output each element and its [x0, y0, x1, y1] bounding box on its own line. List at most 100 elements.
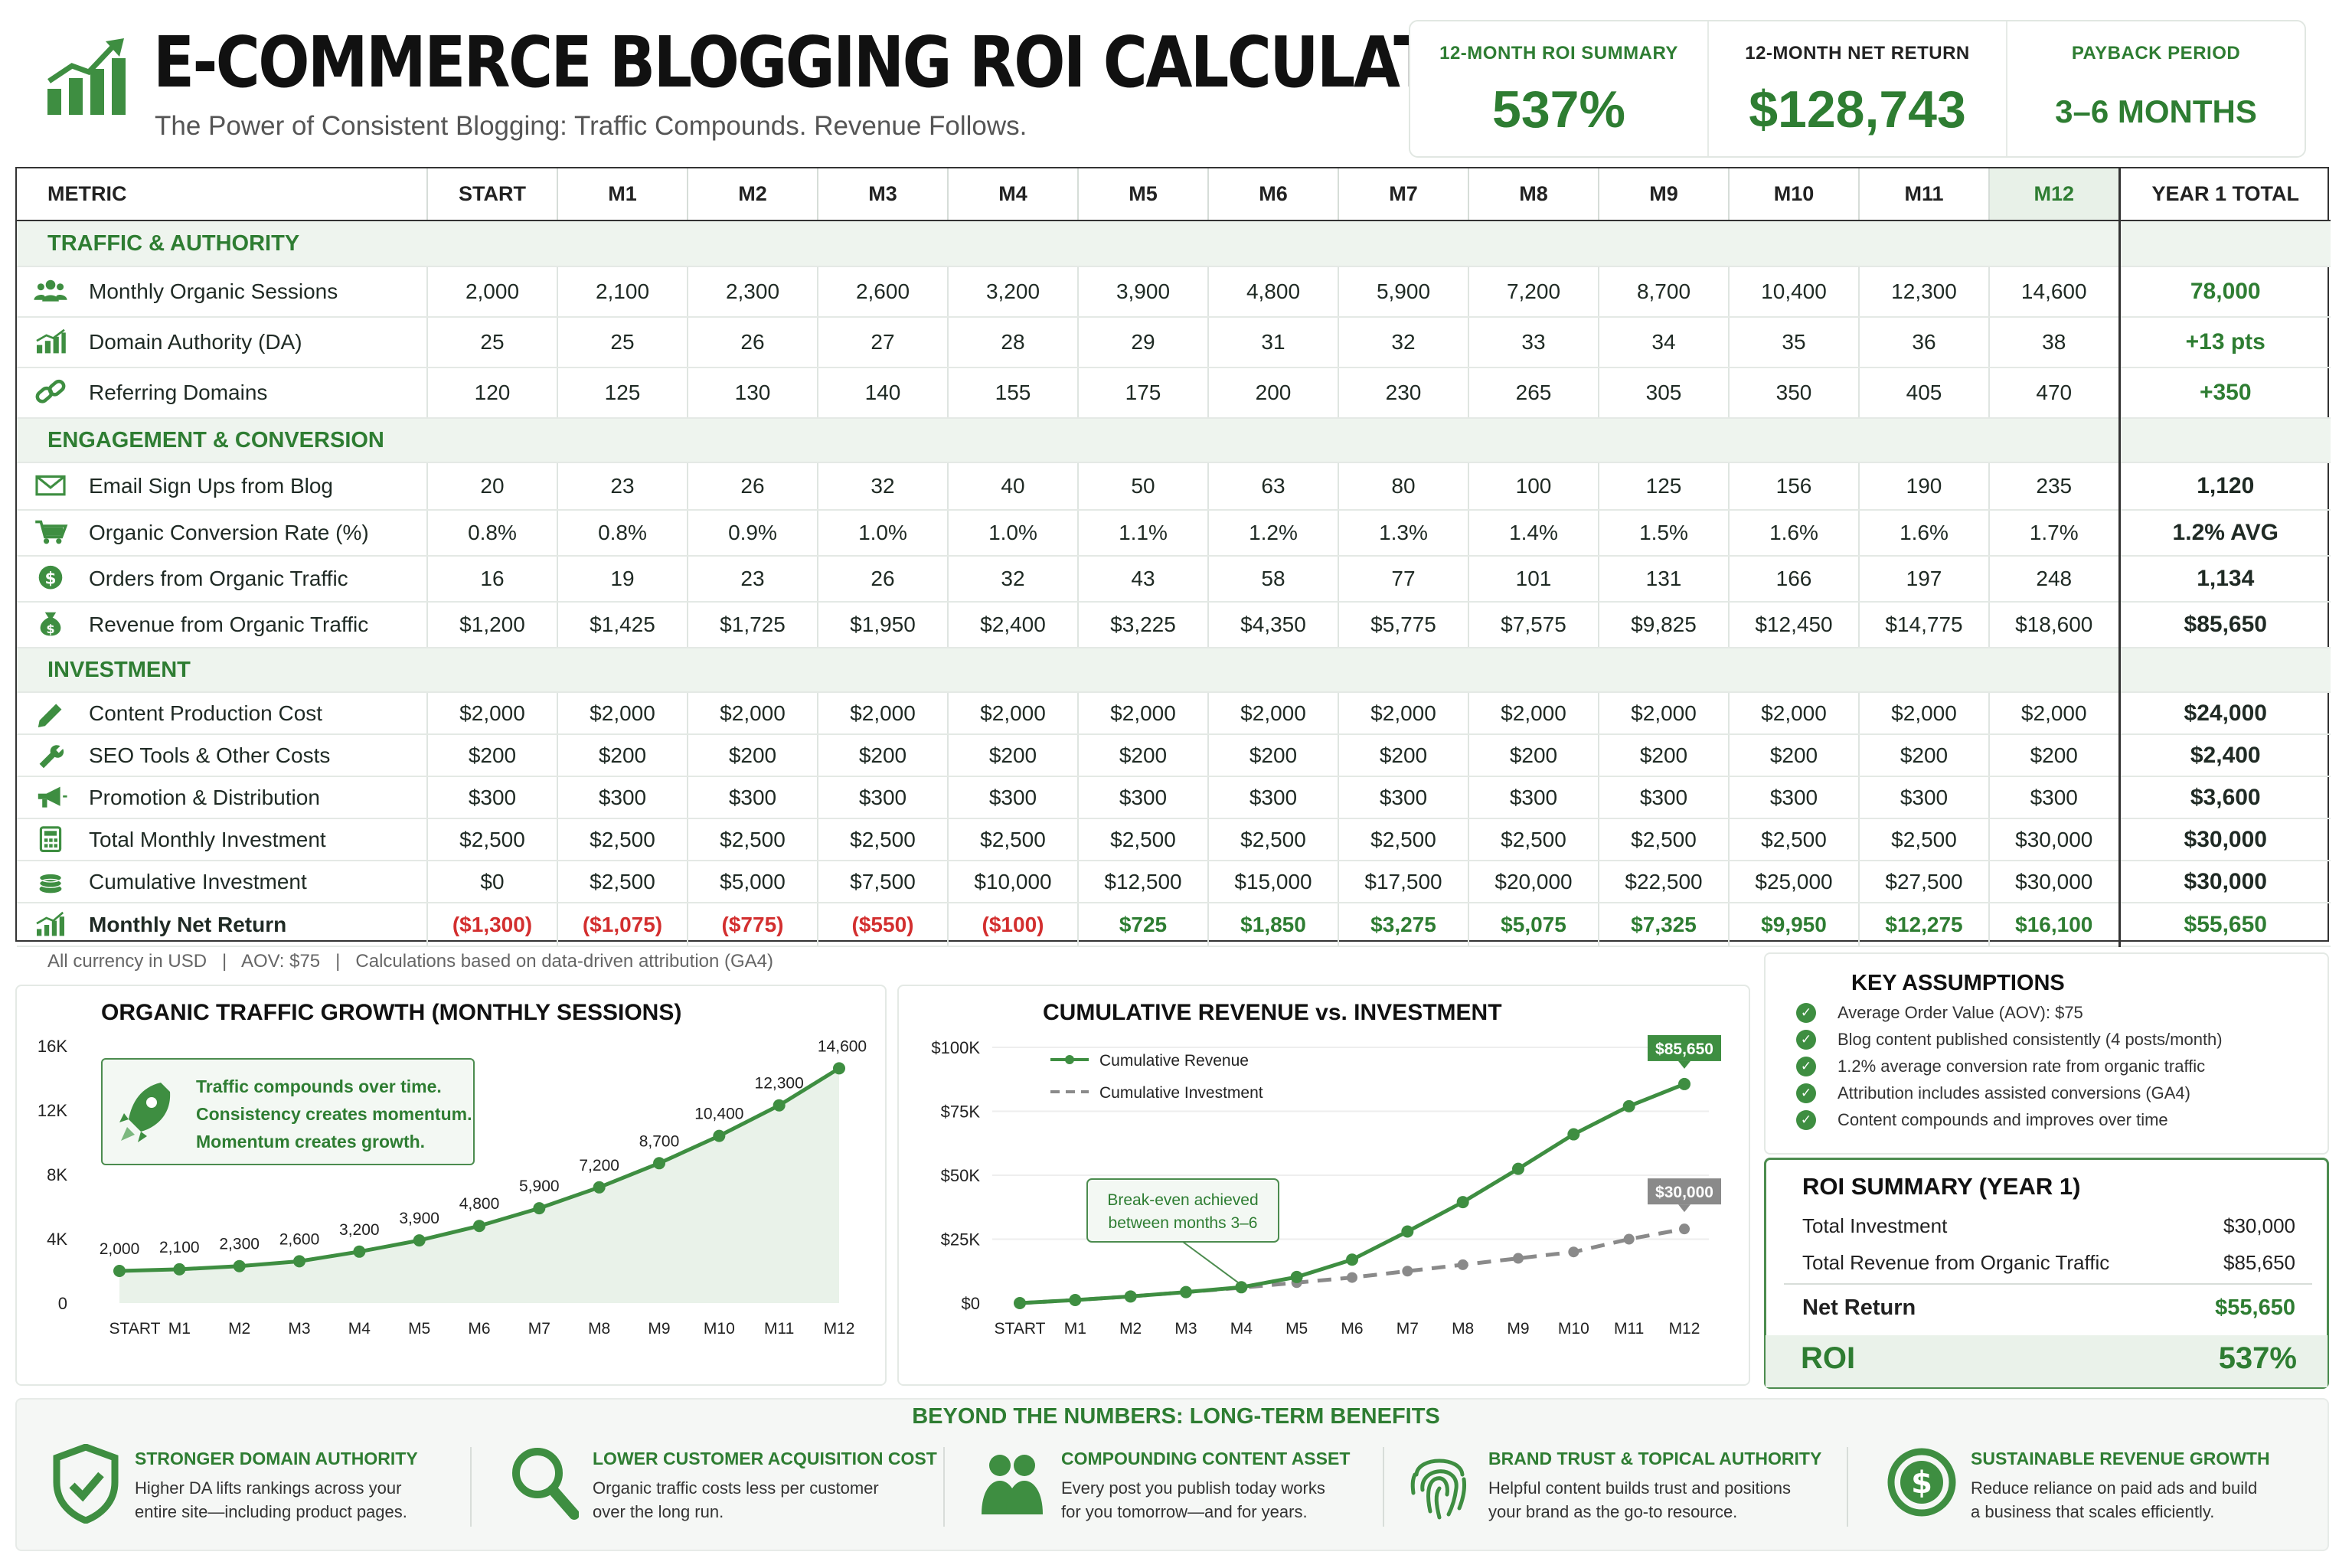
assumption-text: Blog content published consistently (4 p…: [1838, 1030, 2223, 1049]
x-tick-label: M10: [1558, 1320, 1589, 1338]
table-header-row: METRIC START M1 M2 M3 M4 M5 M6 M7 M8 M9 M10 M11 M12 YE…: [17, 168, 2331, 221]
data-label: 4,800: [459, 1195, 500, 1213]
revenue-point: [1401, 1225, 1414, 1238]
value-cell: 34: [1599, 317, 1730, 368]
section-title: INVESTMENT: [17, 648, 2119, 693]
benefit-title: LOWER CUSTOMER ACQUISITION COST: [593, 1449, 937, 1468]
x-tick-label: M8: [1452, 1320, 1474, 1338]
data-label: 7,200: [579, 1157, 619, 1174]
value-cell: 2,600: [818, 266, 949, 318]
value-cell: $2,000: [557, 692, 688, 735]
value-cell: 28: [948, 317, 1079, 368]
value-cell: $27,500: [1859, 861, 1990, 903]
revenue-point: [1124, 1290, 1137, 1303]
value-cell: 350: [1729, 368, 1860, 419]
x-tick-label: M2: [1119, 1320, 1142, 1338]
table-row: Monthly Net Return ($1,300) ($1,075) ($775)…: [17, 903, 2331, 947]
table-row: Domain Authority (DA) 25 25 26 27 28 29 31 32 33 3…: [17, 317, 2331, 368]
value-cell: 12,300: [1859, 266, 1990, 318]
value-cell: 38: [1989, 317, 2120, 368]
value-cell: $300: [688, 776, 818, 819]
value-cell: $12,500: [1078, 861, 1209, 903]
value-cell: 7,200: [1468, 266, 1599, 318]
roi-band: [1766, 1335, 2328, 1387]
column-header: M10: [1729, 168, 1860, 221]
x-tick-label: M8: [588, 1320, 610, 1338]
value-cell: 77: [1338, 556, 1469, 603]
value-cell: $200: [1208, 734, 1339, 777]
assumptions-title: KEY ASSUMPTIONS: [1851, 971, 2065, 995]
cart-icon: [35, 520, 68, 544]
kpi-roi: 12-MONTH ROI SUMMARY 537%: [1410, 21, 1709, 156]
revenue-point: [1346, 1253, 1358, 1266]
value-cell: $2,500: [1078, 818, 1209, 861]
value-cell: $15,000: [1208, 861, 1339, 903]
value-cell: $2,000: [1859, 692, 1990, 735]
data-point: [533, 1202, 546, 1215]
value-cell: $200: [1468, 734, 1599, 777]
value-cell: 3,900: [1078, 266, 1209, 318]
value-cell: $200: [1859, 734, 1990, 777]
value-cell: $2,000: [688, 692, 818, 735]
column-header: M7: [1338, 168, 1469, 221]
value-cell: 125: [1599, 462, 1730, 511]
check-icon: ✓: [1796, 1003, 1816, 1023]
metric-cell: Cumulative Investment: [17, 861, 428, 903]
investment-end-badge: [1648, 1178, 1721, 1205]
roi-summary-title: ROI SUMMARY (YEAR 1): [1802, 1173, 2081, 1200]
metric-label: Orders from Organic Traffic: [89, 567, 348, 590]
growth-bars-icon: [47, 38, 126, 115]
value-cell: $2,500: [1468, 818, 1599, 861]
section-total-cell: [2118, 648, 2331, 693]
value-cell: $300: [1208, 776, 1339, 819]
value-cell: $2,500: [1208, 818, 1339, 861]
value-cell: $200: [557, 734, 688, 777]
rocket-icon: [119, 1083, 171, 1142]
value-cell: 200: [1208, 368, 1339, 419]
year-total-cell: $85,650: [2118, 602, 2331, 648]
data-point: [773, 1099, 786, 1112]
year-total-cell: 1,134: [2118, 556, 2331, 603]
dollar-coin-icon: $: [1887, 1448, 1956, 1517]
money-bag-icon: $: [40, 612, 61, 636]
value-cell: $2,000: [818, 692, 949, 735]
value-cell: 29: [1078, 317, 1209, 368]
megaphone-icon: [38, 786, 67, 808]
revenue-point: [1290, 1270, 1303, 1283]
value-cell: 1.7%: [1989, 510, 2120, 557]
data-point: [593, 1181, 606, 1194]
revenue-point: [1180, 1285, 1192, 1298]
value-cell: 16: [427, 556, 558, 603]
legend-revenue-marker: [1065, 1055, 1074, 1064]
kpi-value: 3–6 MONTHS: [2055, 93, 2257, 129]
check-icon: ✓: [1796, 1083, 1816, 1103]
data-label: 5,900: [519, 1178, 560, 1195]
break-even-annotation: [1086, 1178, 1279, 1243]
kpi-label: 12-MONTH NET RETURN: [1745, 43, 1970, 64]
metric-label: Total Monthly Investment: [89, 827, 326, 851]
year-total-cell: 1.2% AVG: [2118, 510, 2331, 557]
traffic-chart: 0 4K 8K 12K 16K START M1 M2 M3 M4 M5 M6 M7 M8 M9 M10 M11…: [38, 1037, 867, 1338]
value-cell: 131: [1599, 556, 1730, 603]
metric-cell: Referring Domains: [17, 368, 428, 419]
assumption-text: Attribution includes assisted conversion…: [1838, 1083, 2190, 1102]
column-header: METRIC: [17, 168, 428, 221]
year-total-cell: $3,600: [2118, 776, 2331, 819]
value-cell: 50: [1078, 462, 1209, 511]
metric-cell: Monthly Net Return: [17, 903, 428, 947]
x-tick-label: M9: [648, 1320, 670, 1338]
value-cell: $300: [1989, 776, 2120, 819]
value-cell: $300: [557, 776, 688, 819]
annotation-line: Break-even achieved: [1107, 1191, 1258, 1209]
y-tick-label: 4K: [47, 1230, 67, 1249]
value-cell: ($550): [818, 903, 949, 947]
column-header: YEAR 1 TOTAL: [2118, 168, 2331, 221]
revenue-chart-title: CUMULATIVE REVENUE vs. INVESTMENT: [1043, 1000, 1502, 1025]
value-cell: $12,275: [1859, 903, 1990, 947]
svg-text:$: $: [46, 622, 54, 636]
metric-label: Domain Authority (DA): [89, 330, 302, 354]
value-cell: 175: [1078, 368, 1209, 419]
value-cell: 1.0%: [818, 510, 949, 557]
metric-cell: Total Monthly Investment: [17, 818, 428, 861]
check-icon: ✓: [1796, 1030, 1816, 1050]
